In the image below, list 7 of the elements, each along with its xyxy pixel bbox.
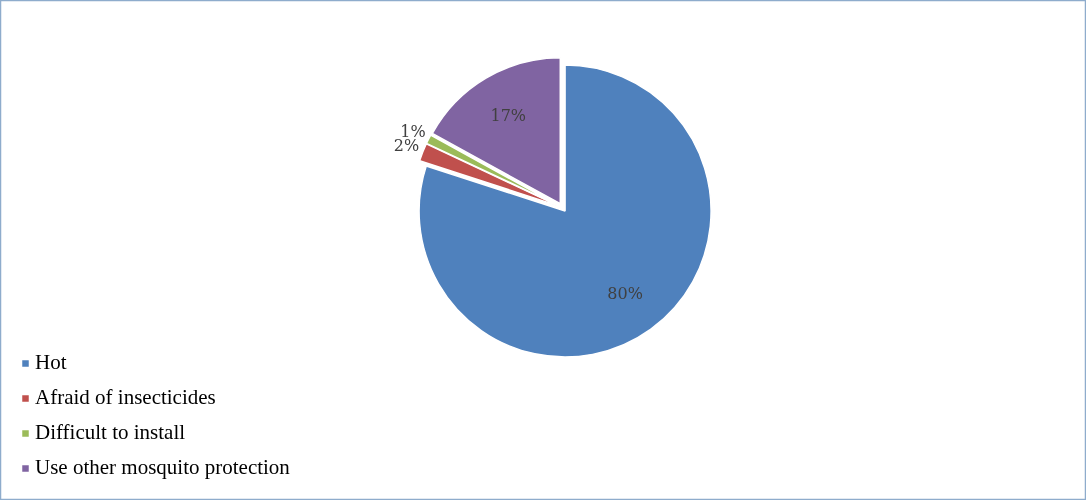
legend-label: Hot: [35, 350, 67, 375]
legend-label: Use other mosquito protection: [35, 455, 290, 480]
legend-label: Difficult to install: [35, 420, 186, 445]
data-label: 2%: [393, 136, 420, 156]
legend-label: Afraid of insecticides: [35, 385, 216, 410]
data-label: 80%: [607, 284, 643, 304]
data-label: 17%: [490, 106, 527, 126]
